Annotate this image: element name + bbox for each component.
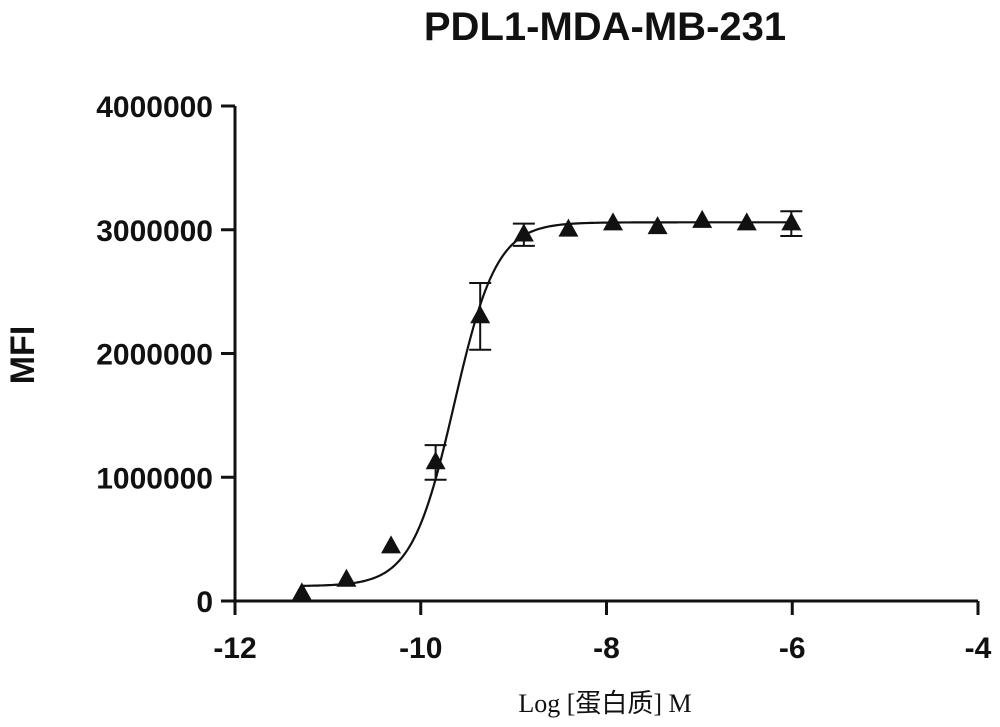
y-tick-label: 1000000 — [96, 462, 213, 495]
data-point — [336, 568, 357, 587]
data-points-layer — [291, 209, 803, 601]
data-point — [513, 223, 534, 242]
data-point — [603, 212, 624, 231]
data-point — [736, 212, 757, 231]
chart-title: PDL1-MDA-MB-231 — [424, 5, 786, 49]
data-point — [470, 305, 491, 324]
y-tick-label: 4000000 — [96, 91, 213, 124]
x-tick-label: -4 — [965, 632, 992, 665]
y-tick-label: 0 — [196, 586, 213, 619]
data-point — [647, 216, 668, 235]
x-axis-label: Log [蛋白质] M — [518, 689, 691, 718]
data-point — [781, 212, 802, 231]
x-tick-label: -6 — [779, 632, 806, 665]
data-point — [425, 451, 446, 470]
data-point — [692, 209, 713, 228]
data-point — [291, 582, 312, 601]
fit-curve-layer — [301, 221, 792, 587]
data-point — [558, 218, 579, 237]
x-tick-label: -8 — [593, 632, 620, 665]
y-tick-label: 2000000 — [96, 339, 213, 372]
axes: 0 1000000 2000000 3000000 4000000 -12 -10 -8 -6 -… — [96, 91, 991, 665]
fit-curve — [301, 221, 792, 587]
data-point — [381, 535, 402, 554]
y-axis-label: MFI — [4, 326, 42, 385]
y-tick-label: 3000000 — [96, 215, 213, 248]
x-tick-label: -12 — [213, 632, 256, 665]
x-tick-label: -10 — [399, 632, 442, 665]
